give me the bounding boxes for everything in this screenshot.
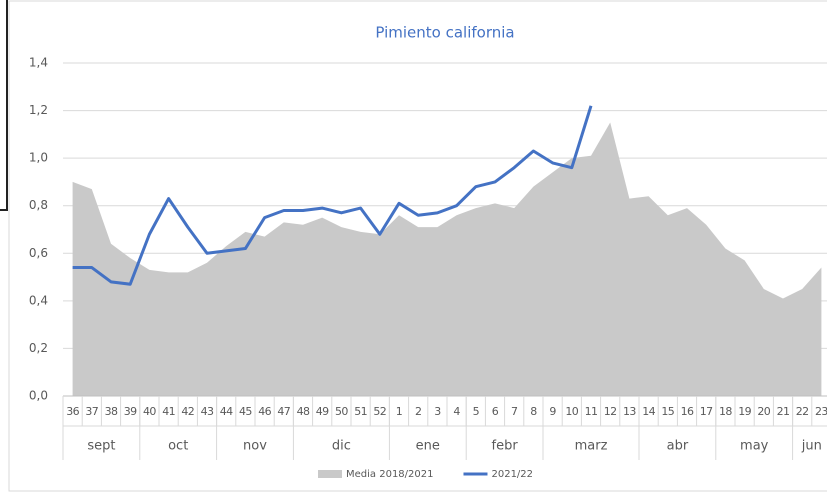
x-tick-label: 20 (757, 405, 770, 418)
x-tick-label: 3 (434, 405, 441, 418)
x-tick-label: 17 (700, 405, 713, 418)
y-tick-label: 0,8 (29, 198, 48, 212)
x-tick-label: 36 (66, 405, 79, 418)
x-tick-label: 38 (105, 405, 118, 418)
chart-title: Pimiento california (375, 24, 514, 42)
y-tick-label: 0,6 (29, 246, 48, 260)
y-tick-label: 0,4 (29, 293, 48, 307)
x-tick-label: 48 (297, 405, 310, 418)
group-label: marz (575, 439, 608, 454)
x-tick-label: 50 (335, 405, 348, 418)
x-tick-label: 7 (511, 405, 518, 418)
legend-swatch (318, 470, 342, 478)
x-tick-label: 23 (815, 405, 827, 418)
x-tick-label: 9 (549, 405, 556, 418)
x-tick-label: 18 (719, 405, 732, 418)
group-label: abr (667, 439, 689, 454)
x-tick-label: 37 (85, 405, 98, 418)
y-tick-label: 1,4 (29, 56, 48, 70)
x-tick-label: 5 (473, 405, 480, 418)
x-tick-label: 12 (604, 405, 617, 418)
x-tick-label: 8 (530, 405, 537, 418)
x-tick-label: 52 (373, 405, 386, 418)
x-tick-label: 4 (453, 405, 460, 418)
legend-label: Media 2018/2021 (346, 469, 433, 480)
x-tick-label: 6 (492, 405, 499, 418)
x-tick-label: 16 (681, 405, 694, 418)
area (72, 122, 822, 396)
y-tick-label: 0,0 (29, 389, 48, 403)
x-tick-label: 14 (642, 405, 655, 418)
y-tick-label: 0,2 (29, 341, 48, 355)
x-tick-label: 11 (585, 405, 598, 418)
x-tick-label: 51 (354, 405, 367, 418)
line (72, 105, 593, 286)
x-tick-label: 21 (777, 405, 790, 418)
group-label: oct (168, 439, 188, 454)
x-tick-label: 39 (124, 405, 137, 418)
group-label: may (740, 439, 769, 454)
x-tick-label: 15 (661, 405, 674, 418)
group-label: sept (87, 439, 115, 454)
x-tick-label: 22 (796, 405, 809, 418)
x-tick-label: 41 (162, 405, 175, 418)
x-tick-label: 40 (143, 405, 156, 418)
y-tick-label: 1,0 (29, 151, 48, 165)
x-tick-label: 43 (201, 405, 214, 418)
x-tick-label: 47 (277, 405, 290, 418)
x-tick-label: 2 (415, 405, 421, 418)
legend-label: 2021/22 (491, 469, 533, 480)
x-tick-label: 1 (396, 405, 402, 418)
x-tick-label: 46 (258, 405, 271, 418)
group-label: jun (801, 439, 822, 454)
x-tick-label: 13 (623, 405, 636, 418)
group-label: febr (492, 439, 519, 454)
x-tick-label: 19 (738, 405, 751, 418)
x-tick-label: 10 (565, 405, 578, 418)
group-label: dic (332, 439, 351, 454)
x-tick-label: 42 (181, 405, 194, 418)
x-tick-label: 49 (316, 405, 329, 418)
x-tick-label: 45 (239, 405, 252, 418)
group-label: nov (243, 439, 267, 454)
group-label: ene (416, 439, 440, 454)
y-tick-label: 1,2 (29, 103, 48, 117)
x-tick-label: 44 (220, 405, 233, 418)
